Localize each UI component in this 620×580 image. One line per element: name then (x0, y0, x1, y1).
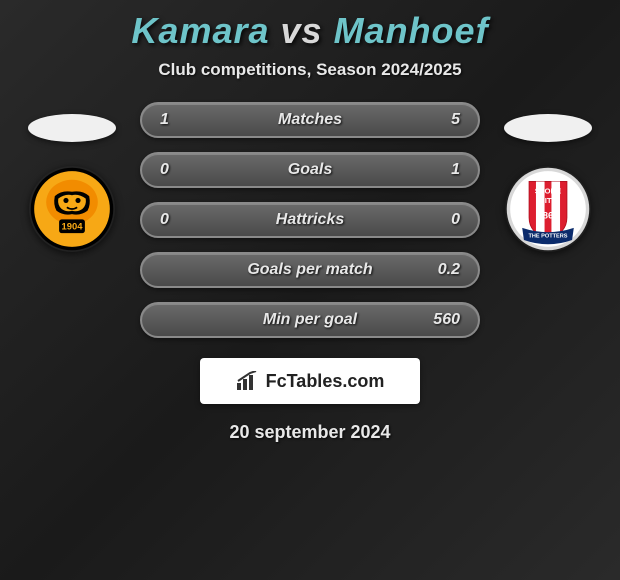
stat-right-value: 1 (451, 161, 460, 179)
stat-left-value: 1 (160, 111, 169, 129)
stat-right-value: 0.2 (438, 261, 460, 279)
stat-row: Goals per match 0.2 (140, 252, 480, 288)
stat-row: 1 Matches 5 (140, 102, 480, 138)
player1-photo-placeholder (28, 114, 116, 142)
player2-photo-placeholder (504, 114, 592, 142)
right-column: STOKE CITY 1863 THE POTTERS (498, 102, 598, 252)
stat-left-value: 0 (160, 161, 169, 179)
brand-box[interactable]: FcTables.com (200, 358, 420, 404)
player2-name: Manhoef (334, 10, 489, 51)
svg-text:CITY: CITY (539, 196, 557, 205)
svg-text:1863: 1863 (537, 210, 558, 221)
stat-right-value: 0 (451, 211, 460, 229)
chart-icon (236, 371, 260, 391)
stoke-city-badge-icon: STOKE CITY 1863 THE POTTERS (505, 166, 591, 252)
stat-label: Matches (278, 111, 342, 129)
player1-name: Kamara (131, 10, 269, 51)
player2-club-badge: STOKE CITY 1863 THE POTTERS (505, 166, 591, 252)
stat-right-value: 5 (451, 111, 460, 129)
svg-text:1904: 1904 (61, 222, 83, 233)
hull-city-badge-icon: 1904 (29, 166, 115, 252)
svg-text:THE POTTERS: THE POTTERS (528, 233, 567, 239)
stat-row: 0 Goals 1 (140, 152, 480, 188)
stat-row: 0 Hattricks 0 (140, 202, 480, 238)
stat-row: Min per goal 560 (140, 302, 480, 338)
stat-label: Min per goal (263, 311, 357, 329)
main-row: 1904 1 Matches 5 0 Goals 1 0 Hattricks 0 Goals pe… (0, 102, 620, 338)
stat-label: Goals per match (247, 261, 372, 279)
left-column: 1904 (22, 102, 122, 252)
stat-label: Goals (288, 161, 332, 179)
title: Kamara vs Manhoef (131, 10, 488, 52)
player1-club-badge: 1904 (29, 166, 115, 252)
brand-text: FcTables.com (266, 371, 385, 392)
stat-left-value: 0 (160, 211, 169, 229)
stat-right-value: 560 (433, 311, 460, 329)
date-line: 20 september 2024 (229, 422, 390, 443)
svg-text:STOKE: STOKE (535, 187, 562, 196)
comparison-card: Kamara vs Manhoef Club competitions, Sea… (0, 0, 620, 443)
stats-column: 1 Matches 5 0 Goals 1 0 Hattricks 0 Goals per mat… (140, 102, 480, 338)
stat-label: Hattricks (276, 211, 344, 229)
subtitle: Club competitions, Season 2024/2025 (158, 60, 461, 80)
vs-text: vs (270, 10, 334, 51)
